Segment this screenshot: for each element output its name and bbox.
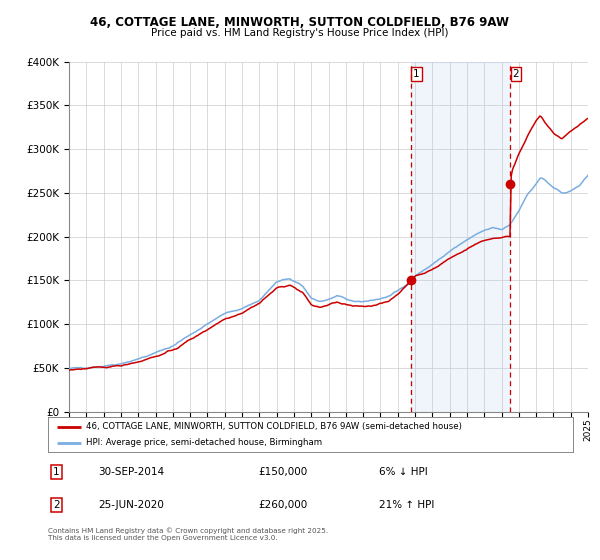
Text: £150,000: £150,000	[258, 467, 307, 477]
Text: 21% ↑ HPI: 21% ↑ HPI	[379, 500, 434, 510]
Text: 30-SEP-2014: 30-SEP-2014	[98, 467, 164, 477]
Text: HPI: Average price, semi-detached house, Birmingham: HPI: Average price, semi-detached house,…	[86, 438, 322, 447]
Text: 2: 2	[53, 500, 60, 510]
Bar	[410, 62, 510, 412]
Text: 46, COTTAGE LANE, MINWORTH, SUTTON COLDFIELD, B76 9AW (semi-detached house): 46, COTTAGE LANE, MINWORTH, SUTTON COLDF…	[86, 422, 461, 431]
Text: Contains HM Land Registry data © Crown copyright and database right 2025.
This d: Contains HM Land Registry data © Crown c…	[48, 528, 328, 541]
Text: 25-JUN-2020: 25-JUN-2020	[98, 500, 164, 510]
Text: Price paid vs. HM Land Registry's House Price Index (HPI): Price paid vs. HM Land Registry's House …	[151, 28, 449, 38]
Text: 1: 1	[53, 467, 60, 477]
Text: 2: 2	[513, 69, 520, 78]
Text: 46, COTTAGE LANE, MINWORTH, SUTTON COLDFIELD, B76 9AW: 46, COTTAGE LANE, MINWORTH, SUTTON COLDF…	[91, 16, 509, 29]
Text: 6% ↓ HPI: 6% ↓ HPI	[379, 467, 427, 477]
Text: £260,000: £260,000	[258, 500, 307, 510]
Text: 1: 1	[413, 69, 420, 78]
